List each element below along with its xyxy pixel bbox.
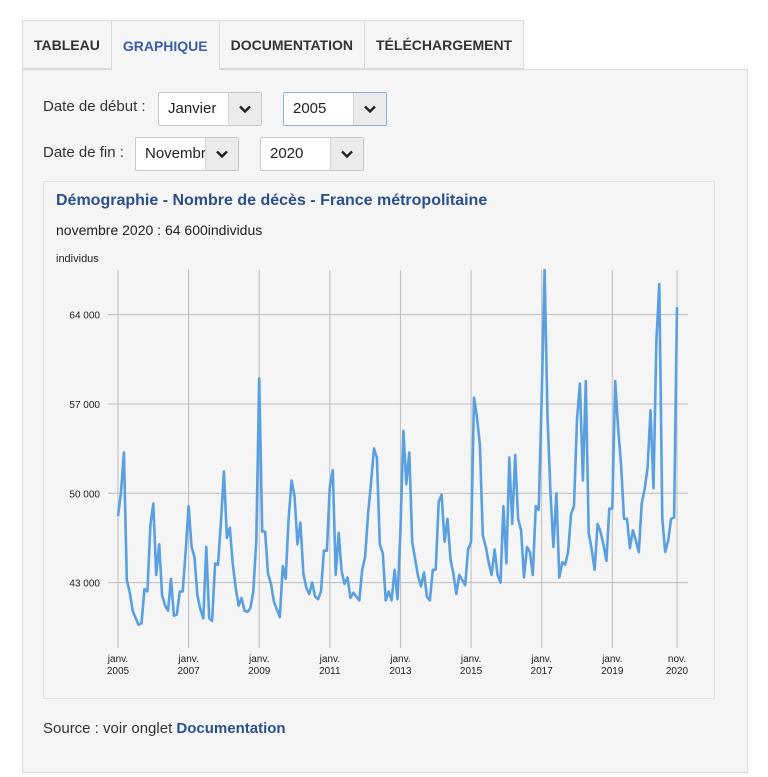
y-axis-label: individus [56, 253, 99, 265]
y-tick-label: 50 000 [69, 489, 100, 500]
chart-container [43, 181, 715, 699]
x-tick-label: janv. [389, 654, 410, 665]
x-tick-label: janv. [460, 654, 481, 665]
chevron-down-icon [228, 93, 261, 125]
x-tick-label: janv. [248, 654, 269, 665]
series-line [116, 268, 679, 627]
x-tick-label: 2019 [601, 666, 624, 677]
chevron-down-icon [205, 138, 238, 170]
start-date-label: Date de début : [43, 98, 146, 115]
x-tick-label: 2017 [531, 666, 554, 677]
tab-bar: TABLEAU GRAPHIQUE DOCUMENTATION TÉLÉCHAR… [22, 20, 525, 71]
start-year-value: 2005 [293, 100, 327, 117]
chevron-down-icon [353, 93, 386, 125]
end-year-value: 2020 [270, 145, 304, 162]
end-month-value: Novembre [145, 145, 205, 162]
x-tick-label: janv. [530, 654, 551, 665]
y-tick-label: 43 000 [69, 579, 100, 590]
documentation-link[interactable]: Documentation [176, 720, 286, 737]
start-year-select[interactable]: 2005 [283, 92, 387, 126]
x-tick-label: 2015 [460, 666, 483, 677]
x-tick-label: janv. [601, 654, 622, 665]
x-tick-label: janv. [107, 654, 128, 665]
x-tick-label: 2020 [666, 666, 689, 677]
tab-graphique[interactable]: GRAPHIQUE [110, 20, 219, 71]
x-tick-label: 2011 [319, 666, 341, 677]
x-tick-label: nov. [668, 654, 686, 665]
x-tick-label: 2007 [177, 666, 200, 677]
end-year-select[interactable]: 2020 [260, 137, 364, 171]
start-month-select[interactable]: Janvier [158, 92, 262, 126]
chart-title: Démographie - Nombre de décès - France m… [56, 192, 488, 209]
chevron-down-icon [330, 138, 363, 170]
tab-tableau[interactable]: TABLEAU [22, 20, 111, 69]
y-tick-label: 57 000 [69, 400, 100, 411]
x-tick-label: janv. [177, 654, 198, 665]
start-month-value: Janvier [168, 100, 217, 117]
y-tick-label: 64 000 [69, 311, 100, 322]
x-tick-label: 2013 [389, 666, 412, 677]
end-date-label: Date de fin : [43, 144, 124, 161]
tab-documentation[interactable]: DOCUMENTATION [218, 20, 364, 69]
source-note: Source : voir onglet Documentation [43, 720, 286, 737]
x-tick-label: janv. [319, 654, 340, 665]
end-month-select[interactable]: Novembre [135, 137, 239, 171]
tab-telechargement[interactable]: TÉLÉCHARGEMENT [364, 20, 525, 69]
source-prefix: Source : voir onglet [43, 720, 173, 737]
chart-subtitle: novembre 2020 : 64 600individus [56, 222, 263, 238]
x-tick-label: 2005 [107, 666, 130, 677]
x-tick-label: 2009 [248, 666, 271, 677]
